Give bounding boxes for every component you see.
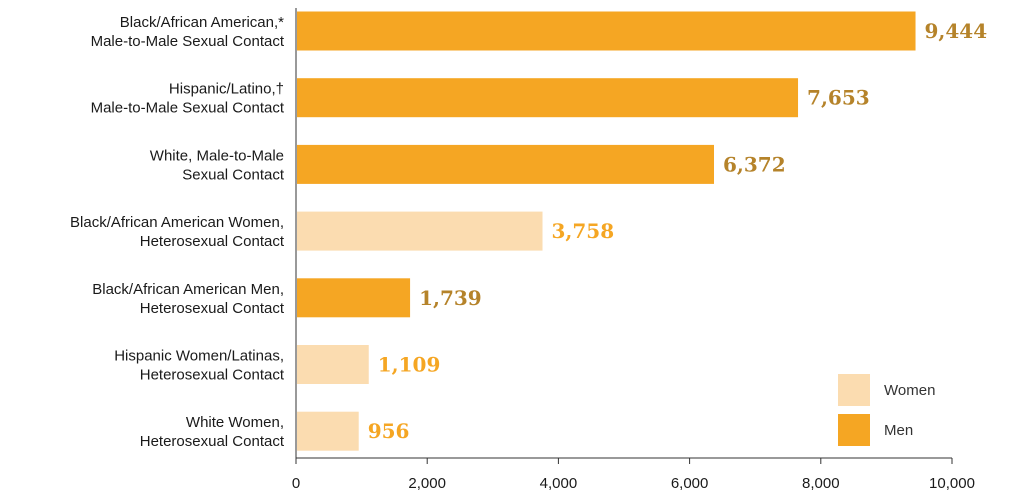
category-label-line: Male-to-Male Sexual Contact [91,100,285,117]
category-label-line: Hispanic Women/Latinas, [114,348,284,365]
category-label-5: Black/African American Men, Heterosexual … [92,281,285,317]
category-label-line: White, Male-to-Male [150,147,284,164]
value-label-7: 956 [368,419,410,443]
value-label-3: 6,372 [723,152,786,176]
bar-7 [297,411,359,451]
value-label-2: 7,653 [807,86,870,110]
bar-5 [297,278,411,318]
category-label-line: Black/African American,* [120,14,284,31]
x-tick-label-0: 0 [292,475,300,492]
legend-label-men: Men [884,422,913,439]
value-label-6: 1,109 [378,353,441,377]
category-label-2: Hispanic/Latino,† Male-to-Male Sexual Con… [91,81,285,117]
value-label-5: 1,739 [419,286,482,310]
bar-4 [297,211,543,251]
category-label-line: Heterosexual Contact [140,367,285,384]
category-label-line: Heterosexual Contact [140,300,285,317]
value-label-1: 9,444 [925,19,988,43]
value-labels-layer: 9,444 7,653 6,372 3,758 1,739 1,109 956 [368,19,988,443]
bar-3 [297,144,715,184]
category-label-line: Male-to-Male Sexual Contact [91,33,285,50]
x-tick-label-4000: 4,000 [540,475,578,492]
category-label-line: Black/African American Women, [70,214,284,231]
x-tick-label-6000: 6,000 [671,475,709,492]
bar-2 [297,78,799,118]
x-tick-label-10000: 10,000 [929,475,975,492]
category-label-line: White Women, [186,414,284,431]
category-label-line: Sexual Contact [182,166,285,183]
bars-layer [297,11,916,451]
category-label-3: White, Male-to-Male Sexual Contact [150,147,285,183]
category-label-6: Hispanic Women/Latinas, Heterosexual Cont… [114,348,285,384]
category-label-1: Black/African American,* Male-to-Male Sex… [91,14,285,50]
bar-6 [297,345,369,384]
x-tick-label-8000: 8,000 [802,475,840,492]
category-label-line: Hispanic/Latino,† [169,81,284,98]
category-label-4: Black/African American Women, Heterosexua… [70,214,285,250]
category-labels-layer: Black/African American,* Male-to-Male Sex… [70,14,285,450]
category-label-7: White Women, Heterosexual Contact [140,414,285,450]
category-label-line: Heterosexual Contact [140,233,285,250]
legend: Women Men [838,374,935,446]
legend-swatch-men [838,414,870,446]
value-label-4: 3,758 [552,219,615,243]
x-tick-label-2000: 2,000 [408,475,446,492]
x-axis: 0 2,000 4,000 6,000 8,000 10,000 [292,8,975,492]
category-label-line: Heterosexual Contact [140,433,285,450]
bar-1 [297,11,916,51]
legend-label-women: Women [884,382,935,399]
category-label-line: Black/African American Men, [92,281,284,298]
legend-swatch-women [838,374,870,406]
